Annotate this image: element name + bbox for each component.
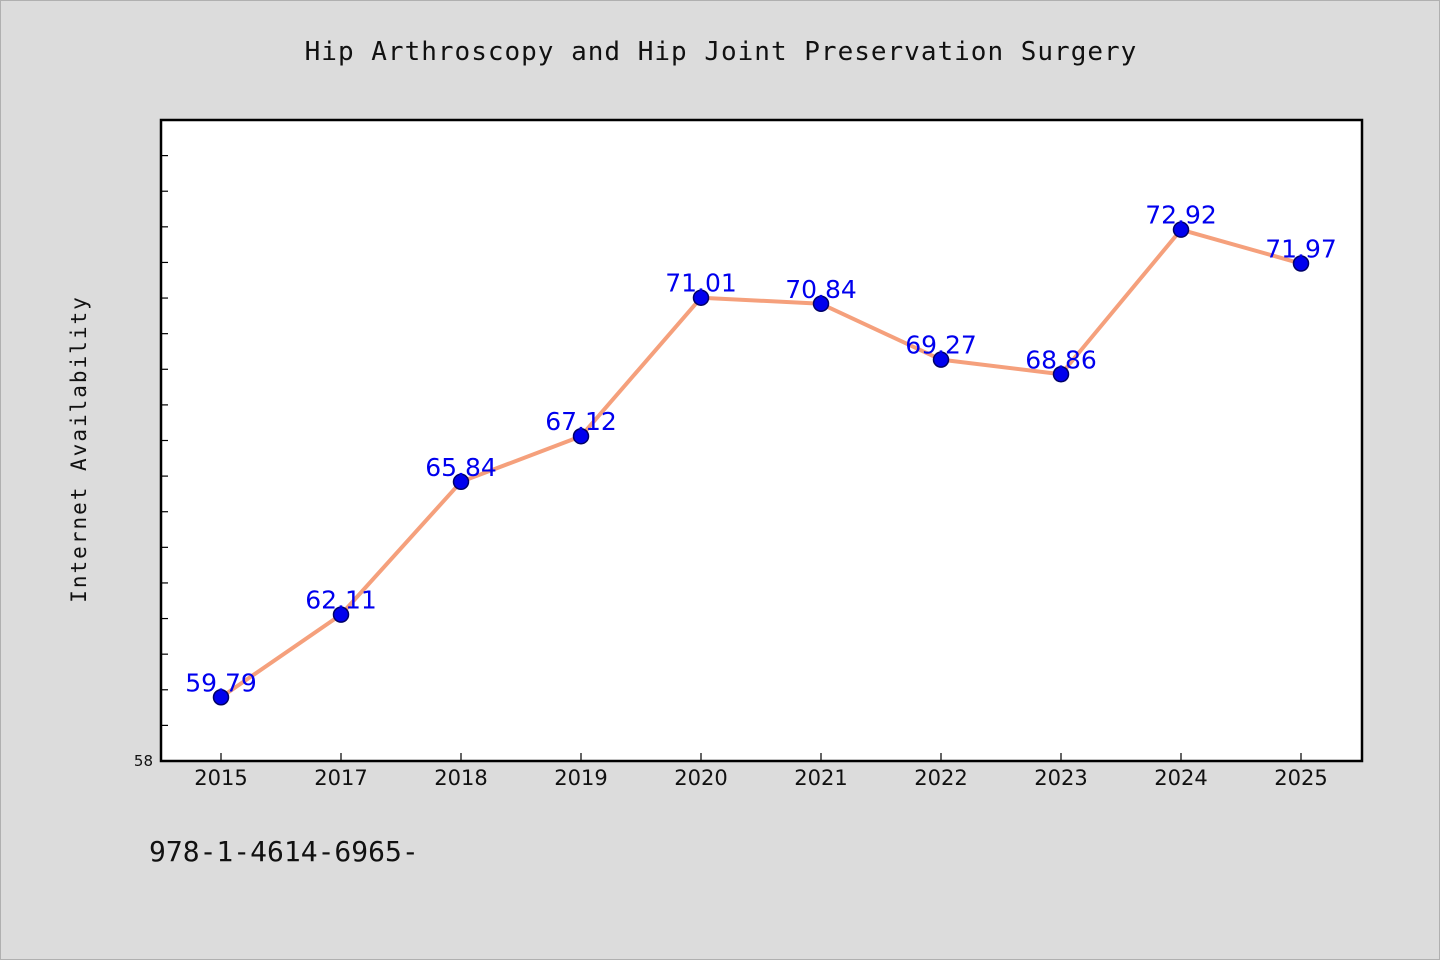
x-tick-label: 2024 <box>1154 766 1207 790</box>
data-label: 71.01 <box>665 269 737 298</box>
x-tick-label: 2019 <box>554 766 607 790</box>
data-label: 67.12 <box>545 407 617 436</box>
y-axis-ticks: 58 <box>134 119 168 770</box>
data-point <box>1052 366 1070 383</box>
data-point <box>212 689 230 706</box>
x-tick-label: 2023 <box>1034 766 1087 790</box>
y-tick-label: 58 <box>134 752 153 770</box>
data-label: 68.86 <box>1025 345 1097 374</box>
x-tick-label: 2015 <box>194 766 247 790</box>
data-label: 59.79 <box>185 668 257 697</box>
plot-area <box>159 118 1364 763</box>
data-label: 62.11 <box>305 586 377 615</box>
data-point <box>812 295 830 313</box>
x-tick-label: 2021 <box>794 766 847 790</box>
x-axis-ticks: 2015 2017 2018 2019 2020 2021 2022 2023 2024 2025 <box>194 753 1328 790</box>
data-label: 69.27 <box>905 331 977 360</box>
data-point <box>572 427 590 445</box>
data-point <box>1292 255 1310 272</box>
chart-title: Hip Arthroscopy and Hip Joint Preservati… <box>304 37 1138 67</box>
data-label: 71.97 <box>1265 235 1337 264</box>
data-point <box>332 606 350 623</box>
data-point <box>1172 221 1190 238</box>
data-point <box>692 289 710 306</box>
data-point <box>452 473 470 491</box>
data-label: 65.84 <box>425 453 497 482</box>
series-line <box>219 227 1302 699</box>
isbn-text: 978-1-4614-6965- <box>149 835 419 868</box>
x-tick-label: 2018 <box>434 766 487 790</box>
x-tick-label: 2022 <box>914 766 967 790</box>
data-label: 70.84 <box>785 275 857 304</box>
x-tick-label: 2025 <box>1274 766 1327 790</box>
data-labels: 59.79 62.11 65.84 67.12 71.01 70.84 69.27 68.86… <box>185 201 1337 698</box>
x-tick-label: 2020 <box>674 766 727 790</box>
series-markers <box>212 221 1310 706</box>
data-point <box>932 351 950 368</box>
data-label: 72.92 <box>1145 201 1217 230</box>
x-tick-label: 2017 <box>314 766 367 790</box>
